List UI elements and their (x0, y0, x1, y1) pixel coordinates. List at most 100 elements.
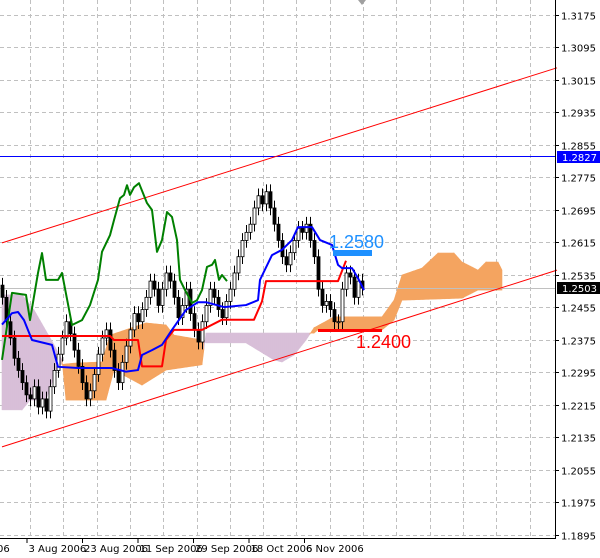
bull-candle (104, 329, 109, 339)
bull-candle (228, 288, 233, 302)
x-tick-label: 6 Nov 2006 (306, 544, 364, 555)
bear-candle (220, 309, 225, 319)
channel-line (1, 67, 558, 244)
bear-candle (44, 398, 49, 412)
x-tick-label: 29 Sep 2006 (195, 544, 258, 555)
bear-candle (268, 191, 273, 209)
bear-candle (212, 288, 217, 298)
y-tick-label: 1.2775 (561, 174, 596, 185)
x-tick-label: 11 Sep 2006 (140, 544, 203, 555)
bull-candle (32, 386, 37, 400)
bull-candle (100, 337, 105, 355)
bull-candle (244, 231, 249, 241)
y-tick-label: 1.2295 (561, 369, 596, 380)
support-label: 1.2400 (356, 332, 411, 352)
bull-candle (164, 272, 169, 290)
bull-candle (144, 296, 149, 310)
y-tick-label: 1.2375 (561, 337, 596, 348)
bear-candle (20, 370, 25, 384)
grid (0, 0, 555, 538)
bear-candle (12, 337, 17, 359)
y-tick-label: 1.2535 (561, 272, 596, 283)
y-tick-label: 1.2615 (561, 239, 596, 250)
bear-candle (108, 329, 113, 351)
svg-text:1.2503: 1.2503 (562, 284, 597, 295)
bull-candle (60, 337, 65, 355)
y-tick-label: 1.1895 (561, 532, 596, 543)
bear-candle (192, 313, 197, 331)
bear-candle (156, 288, 161, 306)
bull-candle (224, 301, 229, 319)
y-tick-label: 1.2935 (561, 109, 596, 120)
bear-candle (332, 309, 337, 323)
y-tick-label: 1.2215 (561, 402, 596, 413)
y-tick-label: 1.2855 (561, 142, 596, 153)
bull-candle (336, 321, 341, 324)
bull-candle (92, 374, 97, 392)
bear-candle (328, 301, 333, 310)
bull-candle (288, 252, 293, 266)
channel-line (1, 269, 558, 448)
bull-candle (128, 329, 133, 347)
bull-candle (324, 301, 329, 306)
bull-candle (252, 207, 257, 225)
bear-candle (284, 256, 289, 266)
bear-candle (136, 313, 141, 323)
bear-candle (116, 370, 121, 384)
chikou-span-line (1, 182, 228, 361)
support-marker (318, 329, 382, 332)
bear-candle (308, 223, 313, 241)
shift-marker-icon[interactable] (358, 0, 366, 5)
svg-text:1.2827: 1.2827 (562, 153, 597, 164)
bear-candle (312, 240, 317, 258)
bear-candle (76, 349, 81, 367)
bear-candle (16, 357, 21, 371)
bull-candle (96, 353, 101, 375)
cloud-segment (499, 265, 503, 291)
y-tick-label: 1.2455 (561, 304, 596, 315)
bear-candle (216, 296, 221, 310)
bear-candle (28, 394, 33, 400)
bull-candle (48, 386, 53, 412)
bull-candle (304, 223, 309, 233)
ichimoku-lines (1, 182, 365, 373)
bull-candle (264, 191, 269, 205)
bear-candle (36, 386, 41, 408)
candles (0, 184, 365, 419)
tenkan-sen-line (1, 226, 365, 373)
bear-candle (272, 207, 277, 225)
bear-candle (24, 382, 29, 396)
bear-candle (320, 288, 325, 306)
bull-candle (236, 256, 241, 274)
x-tick-label: 3 Aug 2006 (29, 544, 87, 555)
y-tick-label: 1.1975 (561, 499, 596, 510)
y-tick-label: 1.2695 (561, 207, 596, 218)
bear-candle (168, 272, 173, 282)
y-tick-label: 1.3095 (561, 44, 596, 55)
bull-candle (132, 313, 137, 331)
bull-candle (160, 288, 165, 306)
resistance-marker (333, 250, 372, 256)
kijun-sen-line (2, 260, 347, 368)
price-axis[interactable]: 1.3175 1.3095 1.3015 1.2935 1.2855 1.2775 1.26… (555, 12, 596, 543)
bear-candle (316, 256, 321, 290)
bull-candle (208, 288, 213, 306)
bull-candle (124, 345, 129, 363)
bear-candle (112, 349, 117, 371)
bull-candle (248, 223, 253, 233)
bull-candle (256, 195, 261, 209)
trend-channel (1, 67, 558, 448)
bear-candle (172, 280, 177, 298)
x-tick-label: 23 Aug 2006 (84, 544, 148, 555)
bear-candle (152, 280, 157, 290)
bull-candle (292, 240, 297, 254)
bull-candle (40, 398, 45, 408)
bear-candle (276, 223, 281, 241)
bull-candle (204, 305, 209, 323)
bull-candle (140, 309, 145, 323)
resistance-label: 1.2580 (329, 232, 384, 252)
bull-candle (148, 280, 153, 298)
bull-candle (340, 288, 345, 323)
